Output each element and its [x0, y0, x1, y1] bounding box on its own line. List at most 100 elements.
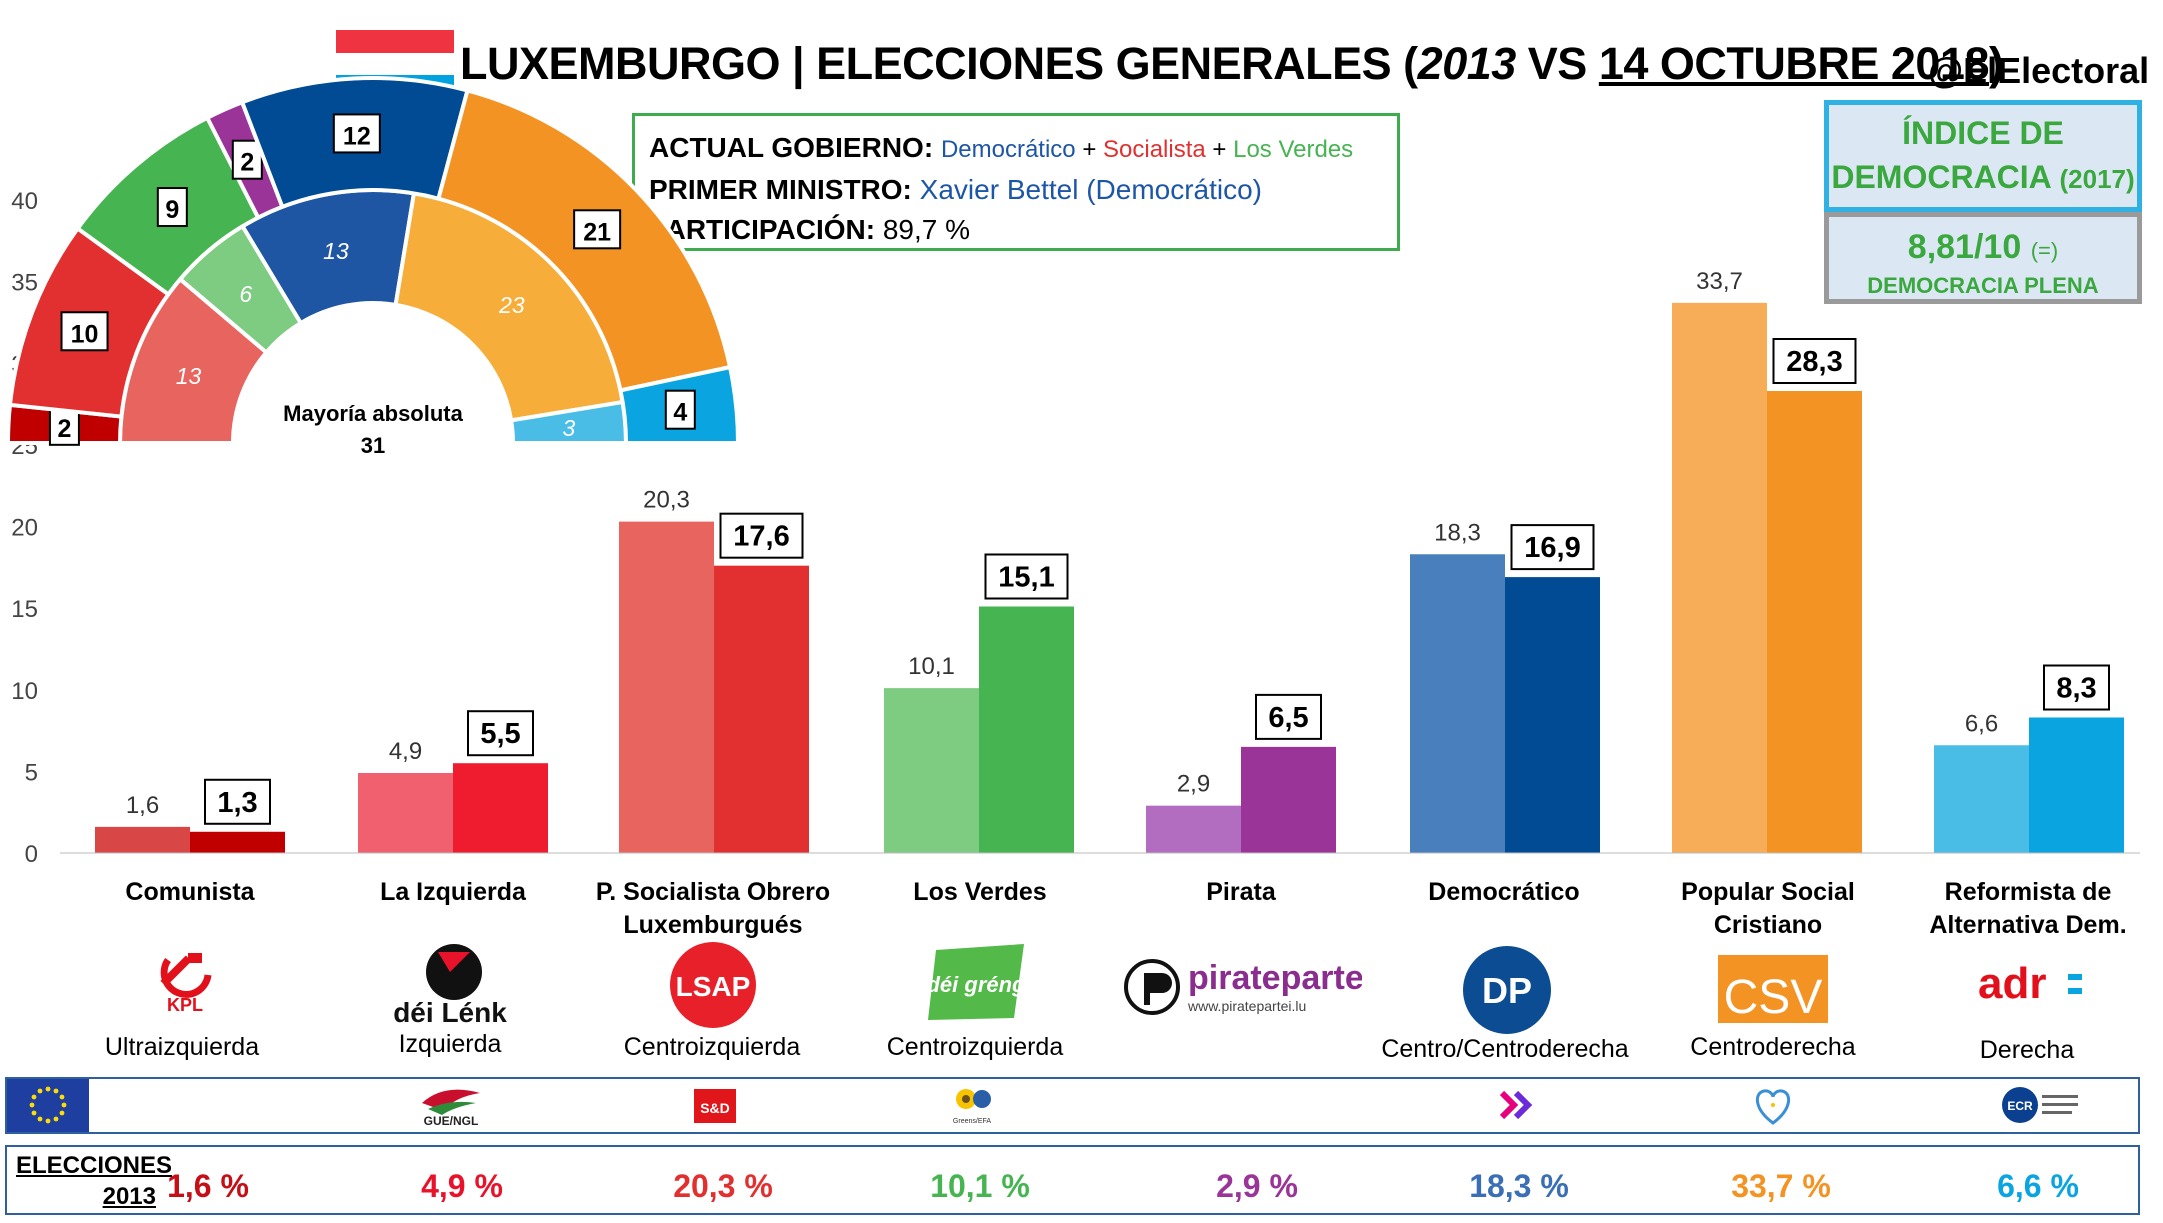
y-tick-label: 20	[11, 515, 38, 542]
gov-plus: +	[1205, 136, 1234, 163]
data-label-2018-box	[719, 512, 804, 559]
government-info-box: ACTUAL GOBIERNO: Democrático + Socialist…	[632, 113, 1400, 251]
gov-party-lsap: Socialista	[1103, 136, 1206, 163]
title-close: )	[1989, 38, 2004, 89]
adr-logo-text: adr	[1978, 959, 2046, 1008]
results-label-line2: 2013	[102, 1183, 156, 1210]
seat-label-box	[60, 311, 109, 352]
y-tick-label: 0	[25, 841, 38, 868]
data-label-2018: 1,3	[217, 787, 257, 819]
seat-label-2013: 3	[562, 415, 575, 441]
flag-stripe-red	[336, 30, 454, 53]
dem-score: 8,81/10	[1907, 228, 2022, 266]
ecr-logo-icon: ECR	[2000, 1083, 2084, 1127]
party-name-pirate: Pirata	[1206, 878, 1276, 906]
dei-greng-logo-text: déi gréng	[926, 972, 1026, 997]
result-2013-kpl: 1,6 %	[167, 1168, 249, 1204]
bar-2013	[1410, 554, 1505, 853]
title-main: LUXEMBURGO | ELECCIONES GENERALES (	[460, 38, 1418, 89]
seat-label-box	[573, 209, 622, 250]
sd-logo: S&D	[692, 1083, 738, 1127]
ideology-dp: Centro/Centroderecha	[1381, 1035, 1629, 1063]
csv-logo-text: CSV	[1724, 971, 1823, 1023]
bar-2018	[453, 763, 548, 853]
dei-lenk-logo: déi Lénk	[390, 938, 510, 1028]
y-tick-label: 40	[11, 188, 38, 215]
dem-title-line1: ÍNDICE DE	[1902, 115, 2064, 151]
ecr-logo-text: ECR	[2007, 1099, 2033, 1113]
bar-2018	[1241, 746, 1336, 853]
result-2013-greens: 10,1 %	[930, 1168, 1030, 1204]
lsap-logo-text: LSAP	[676, 971, 751, 1002]
ideology-csv: Centroderecha	[1690, 1033, 1856, 1061]
data-label-2018-box	[1510, 524, 1595, 571]
data-label-2013: 18,3	[1434, 519, 1481, 546]
majority-label: Mayoría absoluta	[283, 401, 463, 426]
greens-efa-logo: Greens/EFA	[944, 1083, 1000, 1127]
result-2013-lsap: 20,3 %	[673, 1168, 773, 1204]
gue-ngl-logo-text: GUE/NGL	[424, 1114, 479, 1127]
majority-value: 31	[361, 433, 385, 458]
bar-2013	[95, 826, 190, 853]
dei-lenk-logo-text: déi Lénk	[393, 997, 507, 1028]
party-name-left: La Izquierda	[380, 878, 526, 906]
data-label-2018: 15,1	[998, 561, 1054, 593]
data-label-2013: 6,6	[1965, 710, 1998, 737]
seat-label-2013: 13	[176, 363, 202, 389]
ideology-lsap: Centroizquierda	[623, 1033, 801, 1061]
seat-label-box	[156, 187, 188, 228]
participation-line: PARTICIPACIÓN: 89,7 %	[649, 210, 1383, 250]
data-label-2013: 33,7	[1696, 268, 1743, 295]
bar-2013	[884, 688, 979, 853]
data-label-2018-box	[467, 710, 534, 757]
seat-label-2018: 9	[165, 196, 179, 224]
gov-label: ACTUAL GOBIERNO:	[649, 132, 934, 163]
data-label-2018: 8,3	[2056, 673, 2096, 705]
seat-label-2018: 21	[583, 218, 611, 246]
data-label-2013: 10,1	[908, 653, 955, 680]
data-label-2018-box	[1255, 693, 1322, 740]
eu-groups-row	[5, 1077, 2140, 1134]
data-label-2018-box	[204, 778, 271, 825]
epp-logo-icon	[1750, 1083, 1796, 1127]
participation-value: 89,7 %	[882, 214, 971, 245]
pm-line: PRIMER MINISTRO: Xavier Bettel (Democrát…	[649, 170, 1383, 210]
bar-2018	[979, 606, 1074, 853]
gov-line: ACTUAL GOBIERNO: Democrático + Socialist…	[649, 128, 1383, 170]
seat-label-box	[231, 139, 263, 180]
lsap-logo: LSAP	[668, 940, 758, 1030]
bar-2018	[2029, 717, 2124, 853]
party-name-csv: Popular Social Cristiano	[1681, 878, 1855, 939]
adr-logo: adr	[1976, 958, 2086, 1022]
gov-party-dp: Democrático	[940, 136, 1076, 163]
bar-2013	[1146, 805, 1241, 853]
seat-label-2013: 13	[323, 238, 349, 264]
pm-value: Xavier Bettel (Democrático)	[919, 174, 1263, 205]
ideology-kpl: Ultraizquierda	[104, 1033, 260, 1061]
bar-2013	[1672, 302, 1767, 853]
seat-label-box	[332, 113, 381, 154]
ideology-adr: Derecha	[1979, 1036, 2075, 1064]
ideology-greens: Centroizquierda	[886, 1033, 1064, 1061]
data-label-2013: 2,9	[1177, 771, 1210, 798]
dp-logo-text: DP	[1482, 970, 1532, 1011]
page-title: LUXEMBURGO | ELECCIONES GENERALES (2013 …	[460, 38, 2004, 90]
csv-logo: CSV	[1718, 955, 1828, 1024]
eu-flag-icon	[7, 1079, 89, 1132]
party-name-adr: Reformista de Alternativa Dem.	[1929, 878, 2127, 939]
twitter-handle: @ElElectoral	[1928, 50, 2150, 91]
democracy-index-title: ÍNDICE DE DEMOCRACIA (2017)	[1824, 100, 2142, 212]
bar-2018	[190, 831, 285, 853]
results-2013-row	[5, 1145, 2140, 1215]
piratepartei-logo-url: www.piratepartei.lu	[1187, 998, 1306, 1014]
data-label-2018: 6,5	[1268, 702, 1308, 734]
greens-efa-logo-text: Greens/EFA	[953, 1118, 991, 1125]
kpl-logo: KPL	[150, 945, 220, 1015]
data-label-2018-box	[2043, 664, 2110, 711]
seat-label-2018: 12	[343, 122, 371, 150]
party-name-greens: Los Verdes	[913, 878, 1047, 906]
result-2013-left: 4,9 %	[421, 1168, 503, 1204]
bar-2013	[619, 521, 714, 853]
result-2013-dp: 18,3 %	[1469, 1168, 1569, 1204]
